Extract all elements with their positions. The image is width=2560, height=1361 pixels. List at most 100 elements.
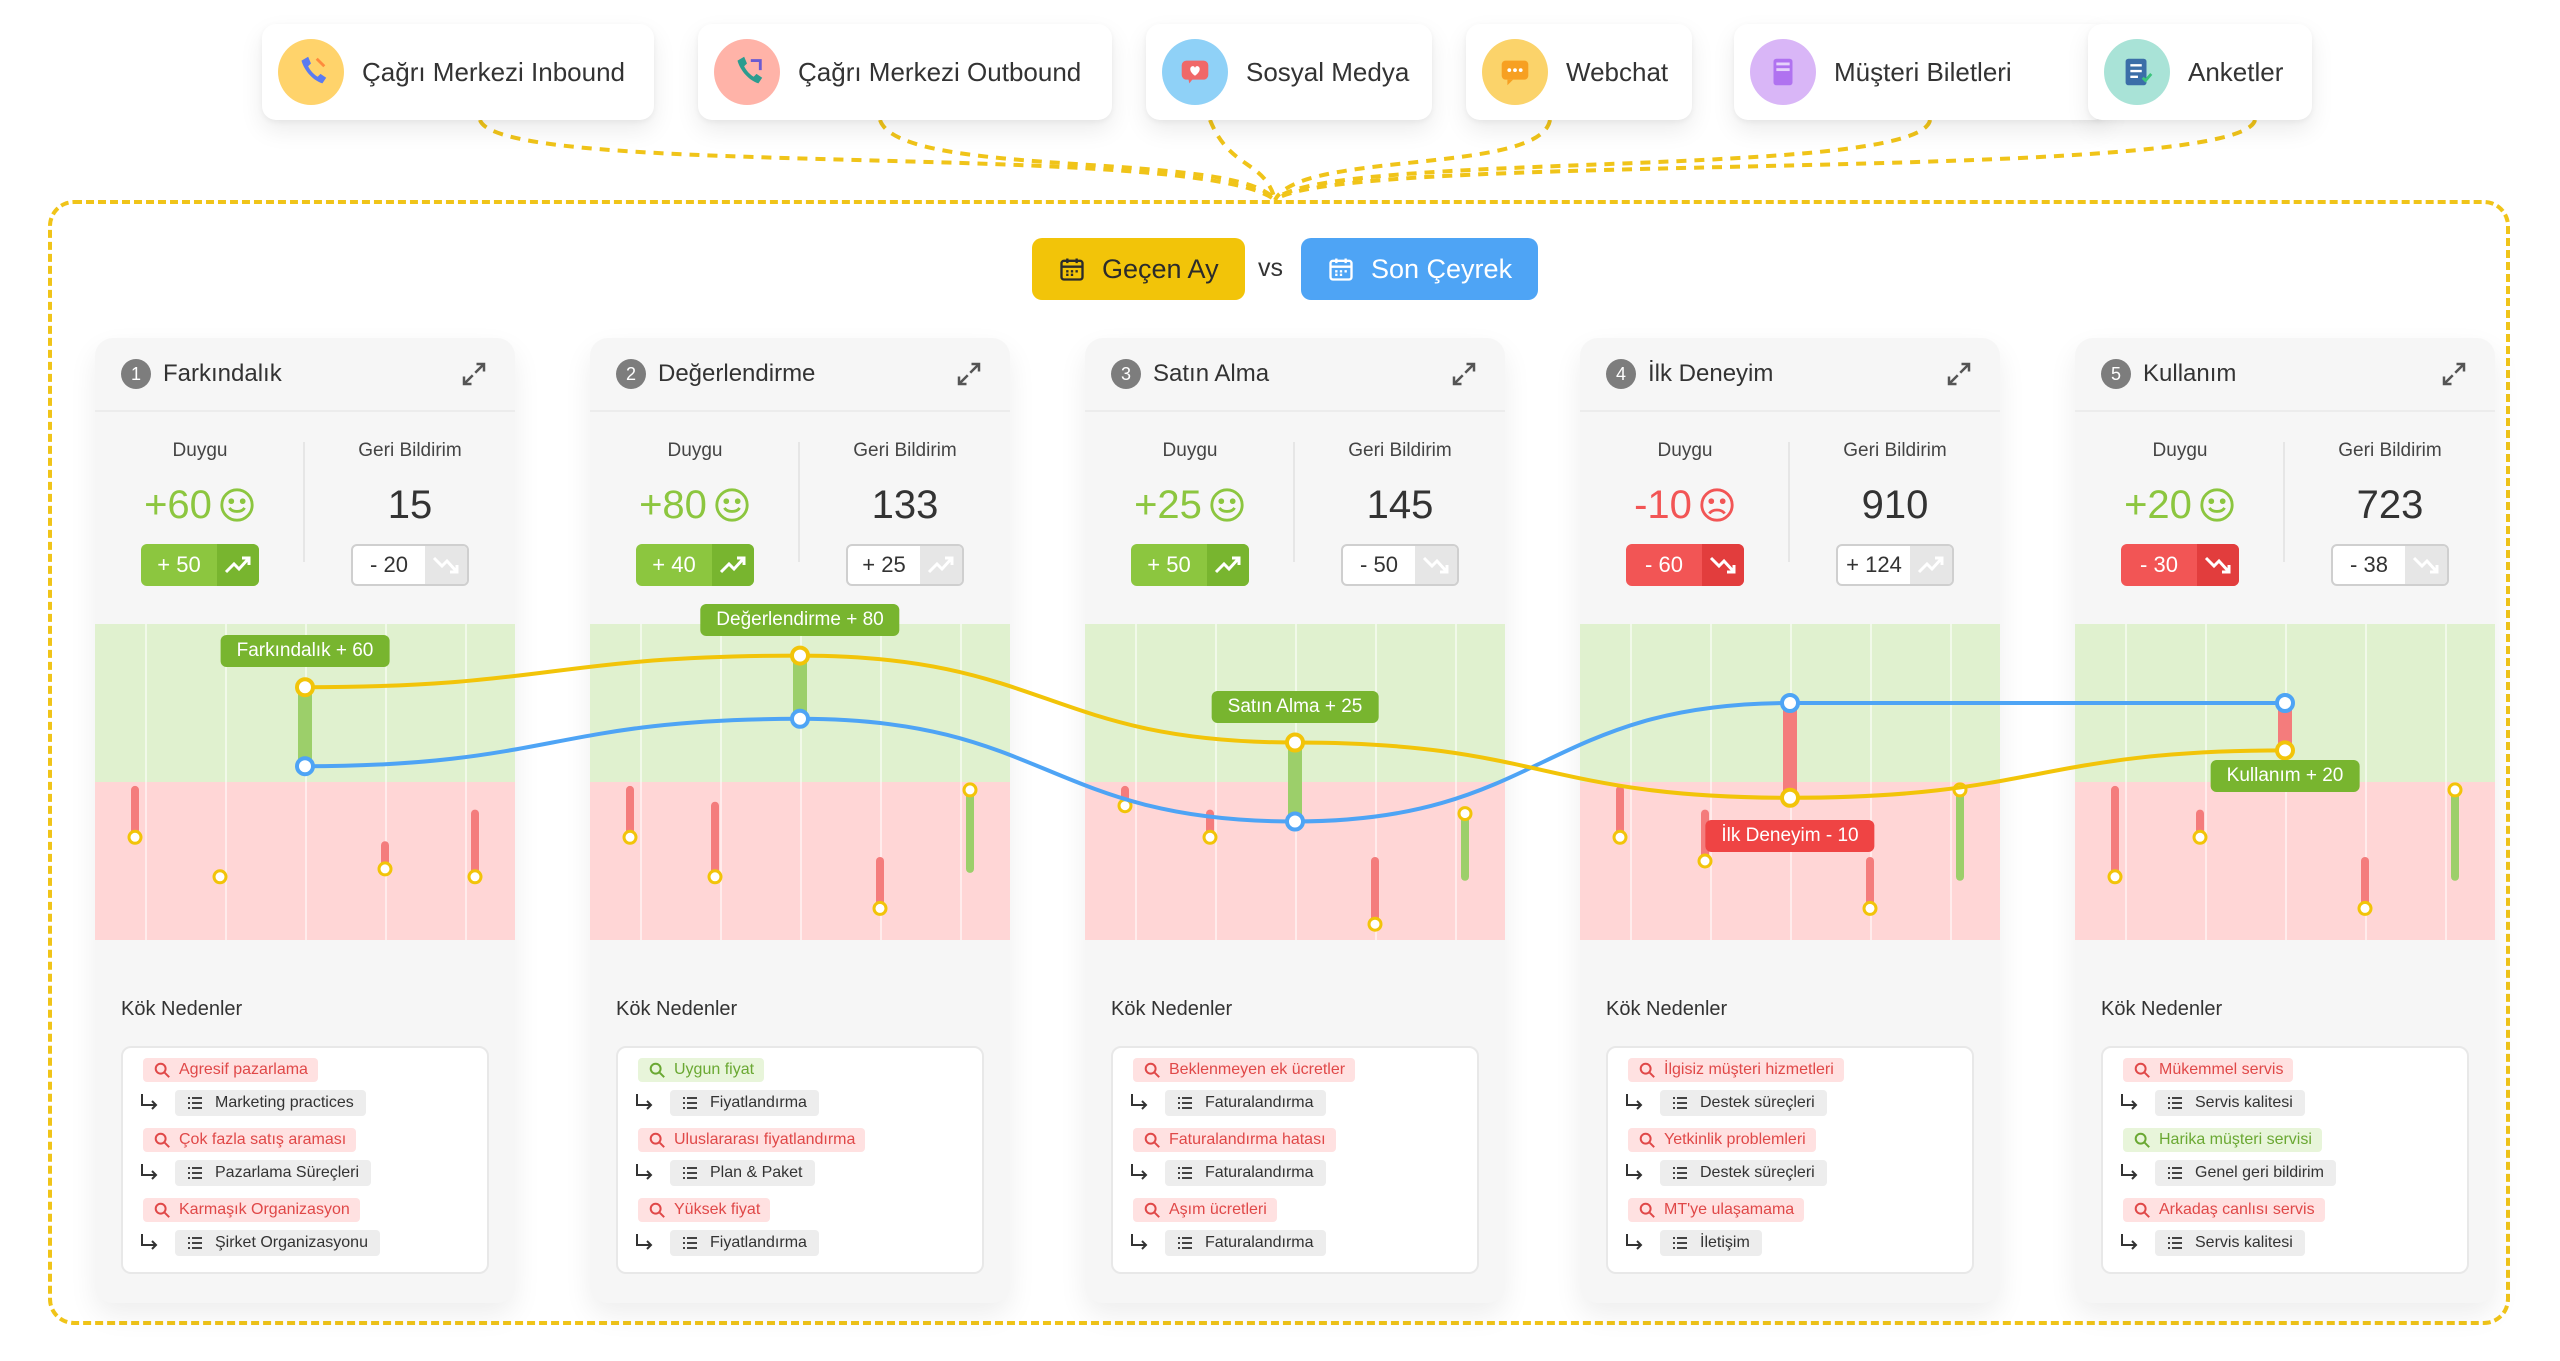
channel-4[interactable]: Webchat: [1466, 24, 1692, 120]
root-cause-tag[interactable]: Beklenmeyen ek ücretler: [1133, 1058, 1356, 1082]
root-cause-category[interactable]: Fiyatlandırma: [670, 1090, 819, 1116]
stage-card: 3 Satın Alma Duygu +25 + 50 Geri Bildiri…: [1085, 338, 1505, 1303]
root-cause-category[interactable]: Faturalandırma: [1165, 1160, 1326, 1186]
expand-icon[interactable]: [1944, 359, 1974, 389]
period-current-button[interactable]: Geçen Ay: [1032, 238, 1245, 300]
expand-icon[interactable]: [2439, 359, 2469, 389]
expand-icon[interactable]: [1449, 359, 1479, 389]
root-cause-tag[interactable]: Karmaşık Organizasyon: [143, 1198, 360, 1222]
root-cause-text: MT'ye ulaşamama: [1664, 1201, 1795, 1218]
root-cause-tag[interactable]: Harika müşteri servisi: [2123, 1128, 2322, 1152]
root-cause-category-text: Şirket Organizasyonu: [215, 1234, 368, 1251]
root-cause-category[interactable]: Pazarlama Süreçleri: [175, 1160, 372, 1186]
period-compare-button[interactable]: Son Çeyrek: [1301, 238, 1539, 300]
root-cause-tag[interactable]: Agresif pazarlama: [143, 1058, 318, 1082]
metrics-divider: [1788, 442, 1790, 562]
channel-3[interactable]: Sosyal Medya: [1146, 24, 1432, 120]
list-icon: [187, 1095, 215, 1111]
root-cause-category[interactable]: Destek süreçleri: [1660, 1160, 1827, 1186]
search-icon: [154, 1132, 170, 1148]
period-compare-label: Son Çeyrek: [1371, 253, 1513, 284]
root-cause-category[interactable]: Faturalandırma: [1165, 1230, 1326, 1256]
root-cause-group: Uygun fiyat Fiyatlandırma: [632, 1058, 982, 1128]
root-cause-group: Yüksek fiyat Fiyatlandırma: [632, 1198, 982, 1268]
list-icon: [682, 1095, 710, 1111]
root-cause-tag[interactable]: Faturalandırma hatası: [1133, 1128, 1336, 1152]
root-cause-category-text: Fiyatlandırma: [710, 1234, 807, 1251]
stage-card: 2 Değerlendirme Duygu +80 + 40 Geri Bild…: [590, 338, 1010, 1303]
channel-1[interactable]: Çağrı Merkezi Inbound: [262, 24, 654, 120]
root-cause-group: Yetkinlik problemleri Destek süreçleri: [1622, 1128, 1972, 1198]
happy-face-icon: [2192, 486, 2236, 524]
root-cause-category-text: Servis kalitesi: [2195, 1234, 2293, 1251]
root-cause-category[interactable]: Servis kalitesi: [2155, 1090, 2305, 1116]
trend-up-icon: [712, 544, 754, 586]
channel-6[interactable]: Anketler: [2088, 24, 2312, 120]
root-cause-category[interactable]: Destek süreçleri: [1660, 1090, 1827, 1116]
list-icon: [1177, 1095, 1205, 1111]
trend-down-icon: [425, 546, 467, 584]
list-icon: [187, 1165, 215, 1181]
trend-down-icon: [2405, 546, 2447, 584]
expand-icon[interactable]: [459, 359, 489, 389]
root-cause-category-text: Pazarlama Süreçleri: [215, 1164, 360, 1181]
stage-metrics: Duygu -10 - 60 Geri Bildirim 910 + 124: [1580, 412, 2000, 612]
root-cause-tag[interactable]: Mükemmel servis: [2123, 1058, 2294, 1082]
list-icon: [2167, 1165, 2195, 1181]
feedback-number: 910: [1861, 482, 1929, 527]
root-cause-tag[interactable]: Aşım ücretleri: [1133, 1198, 1277, 1222]
root-cause-category[interactable]: İletişim: [1660, 1230, 1762, 1256]
chat-bubble-icon: [1482, 39, 1548, 105]
root-cause-text: İlgisiz müşteri hizmetleri: [1664, 1061, 1834, 1078]
subitem-arrow-icon: [1127, 1091, 1151, 1115]
sentiment-number: +80: [639, 482, 707, 527]
root-cause-group: Aşım ücretleri Faturalandırma: [1127, 1198, 1477, 1268]
root-cause-category[interactable]: Fiyatlandırma: [670, 1230, 819, 1256]
trend-up-icon: [217, 544, 259, 586]
search-icon: [649, 1062, 665, 1078]
channel-5[interactable]: Müşteri Biletleri: [1734, 24, 2108, 120]
subitem-arrow-icon: [2117, 1161, 2141, 1185]
root-cause-category[interactable]: Marketing practices: [175, 1090, 366, 1116]
subitem-arrow-icon: [1622, 1161, 1646, 1185]
subitem-arrow-icon: [137, 1231, 161, 1255]
root-cause-tag[interactable]: Arkadaş canlısı servis: [2123, 1198, 2325, 1222]
feedback-number: 15: [387, 482, 433, 527]
stage-metrics: Duygu +25 + 50 Geri Bildirim 145 - 50: [1085, 412, 1505, 612]
root-cause-category[interactable]: Şirket Organizasyonu: [175, 1230, 380, 1256]
root-causes-list: İlgisiz müşteri hizmetleri Destek süreçl…: [1606, 1046, 1974, 1274]
search-icon: [1639, 1062, 1655, 1078]
root-cause-tag[interactable]: Yüksek fiyat: [638, 1198, 771, 1222]
root-cause-category[interactable]: Plan & Paket: [670, 1160, 815, 1186]
list-icon: [1672, 1095, 1700, 1111]
root-cause-tag[interactable]: Çok fazla satış araması: [143, 1128, 357, 1152]
search-icon: [649, 1202, 665, 1218]
stage-header: 3 Satın Alma: [1085, 338, 1505, 412]
search-icon: [154, 1202, 170, 1218]
root-cause-tag[interactable]: Uygun fiyat: [638, 1058, 765, 1082]
stage-title: Kullanım: [2143, 360, 2237, 387]
feedback-value: 910: [1790, 480, 2000, 530]
sad-face-icon: [1692, 486, 1736, 524]
sentiment-delta: + 40: [652, 552, 696, 577]
channel-2[interactable]: Çağrı Merkezi Outbound: [698, 24, 1112, 120]
root-cause-tag[interactable]: İlgisiz müşteri hizmetleri: [1628, 1058, 1844, 1082]
sentiment-delta-badge: + 50: [141, 544, 259, 586]
feedback-delta: + 25: [862, 552, 906, 577]
root-cause-category[interactable]: Faturalandırma: [1165, 1090, 1326, 1116]
sentiment-delta-badge: + 50: [1131, 544, 1249, 586]
feedback-delta: - 20: [370, 552, 408, 577]
vs-label: vs: [1258, 254, 1283, 282]
phone-inbound-icon: [278, 39, 344, 105]
root-cause-category[interactable]: Genel geri bildirim: [2155, 1160, 2336, 1186]
trend-down-icon: [2197, 544, 2239, 586]
expand-icon[interactable]: [954, 359, 984, 389]
root-cause-tag[interactable]: MT'ye ulaşamama: [1628, 1198, 1805, 1222]
phone-outbound-icon: [714, 39, 780, 105]
root-cause-tag[interactable]: Uluslararası fiyatlandırma: [638, 1128, 866, 1152]
root-cause-category[interactable]: Servis kalitesi: [2155, 1230, 2305, 1256]
subitem-arrow-icon: [2117, 1091, 2141, 1115]
root-cause-tag[interactable]: Yetkinlik problemleri: [1628, 1128, 1816, 1152]
root-cause-group: Agresif pazarlama Marketing practices: [137, 1058, 487, 1128]
root-causes-list: Mükemmel servis Servis kalitesi Harika m…: [2101, 1046, 2469, 1274]
